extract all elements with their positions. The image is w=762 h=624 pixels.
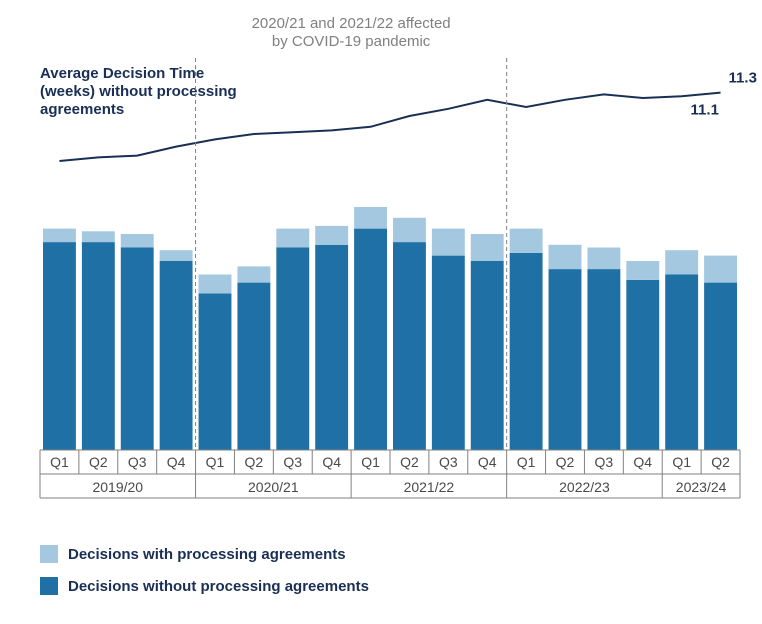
bar-without [199, 293, 232, 450]
line-end-label-top: 11.3 [729, 70, 757, 87]
bar-without [587, 269, 620, 450]
year-label: 2019/20 [92, 479, 143, 495]
axis-title-line3: agreements [40, 101, 124, 118]
bar-without [315, 245, 348, 450]
year-label: 2023/24 [676, 479, 727, 495]
legend-label: Decisions with processing agreements [68, 546, 346, 563]
quarter-label: Q4 [167, 454, 186, 470]
quarter-label: Q3 [595, 454, 614, 470]
year-label: 2020/21 [248, 479, 299, 495]
bar-with [704, 256, 737, 283]
quarter-label: Q2 [400, 454, 419, 470]
bar-with [587, 248, 620, 270]
quarter-label: Q2 [245, 454, 264, 470]
bar-without [393, 242, 426, 450]
quarter-label: Q1 [361, 454, 380, 470]
year-label: 2021/22 [404, 479, 455, 495]
quarter-label: Q3 [128, 454, 147, 470]
bar-with [626, 261, 659, 280]
chart-svg: 2020/21 and 2021/22 affectedby COVID-19 … [0, 0, 762, 624]
bar-without [121, 248, 154, 451]
bar-with [471, 234, 504, 261]
bar-with [121, 234, 154, 248]
quarter-label: Q1 [517, 454, 536, 470]
quarter-label: Q4 [633, 454, 652, 470]
axis-title-line1: Average Decision Time [40, 65, 204, 82]
covid-note-line1: 2020/21 and 2021/22 affected [252, 15, 451, 32]
bar-without [82, 242, 115, 450]
chart-container: 2020/21 and 2021/22 affectedby COVID-19 … [0, 0, 762, 624]
bar-without [549, 269, 582, 450]
legend-label: Decisions without processing agreements [68, 578, 369, 595]
covid-note-line2: by COVID-19 pandemic [272, 33, 431, 50]
bar-with [199, 275, 232, 294]
bar-without [160, 261, 193, 450]
axis-title-line2: (weeks) without processing [40, 83, 237, 100]
bar-with [82, 231, 115, 242]
quarter-label: Q4 [478, 454, 497, 470]
legend-swatch [40, 577, 58, 595]
bar-with [549, 245, 582, 269]
bar-without [704, 283, 737, 450]
quarter-label: Q2 [89, 454, 108, 470]
quarter-label: Q2 [711, 454, 730, 470]
quarter-label: Q3 [439, 454, 458, 470]
quarter-label: Q1 [50, 454, 69, 470]
quarter-label: Q1 [206, 454, 225, 470]
bar-with [276, 229, 309, 248]
bar-without [237, 283, 270, 450]
quarter-label: Q1 [672, 454, 691, 470]
bar-without [471, 261, 504, 450]
quarter-label: Q2 [556, 454, 575, 470]
bar-with [237, 266, 270, 282]
quarter-label: Q4 [322, 454, 341, 470]
bar-with [393, 218, 426, 242]
bar-with [43, 229, 76, 243]
quarter-label: Q3 [283, 454, 302, 470]
bar-without [43, 242, 76, 450]
bar-with [665, 250, 698, 274]
bar-without [354, 229, 387, 450]
bar-without [432, 256, 465, 450]
bar-with [510, 229, 543, 253]
legend-swatch [40, 545, 58, 563]
year-label: 2022/23 [559, 479, 610, 495]
bar-with [432, 229, 465, 256]
bar-with [160, 250, 193, 261]
bar-without [665, 275, 698, 451]
bar-without [276, 248, 309, 451]
bar-without [626, 280, 659, 450]
line-end-label-bottom: 11.1 [691, 102, 719, 119]
bar-with [315, 226, 348, 245]
bar-with [354, 207, 387, 229]
bar-without [510, 253, 543, 450]
